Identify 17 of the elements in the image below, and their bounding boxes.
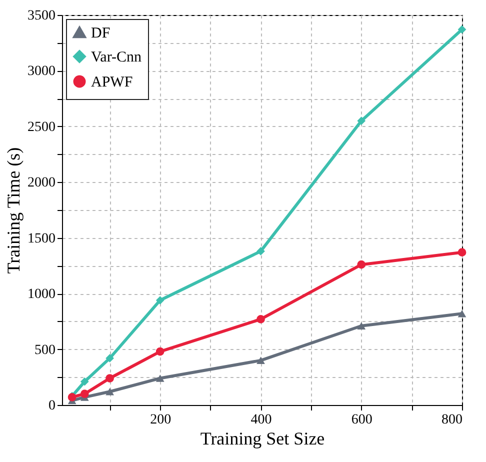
legend-label: APWF xyxy=(91,74,133,90)
legend-label: Var-Cnn xyxy=(91,50,142,66)
y-tick-label: 2000 xyxy=(28,176,56,191)
y-tick-label: 1000 xyxy=(28,287,56,302)
x-tick-label: 600 xyxy=(351,412,372,428)
y-axis-title: Training Time (s) xyxy=(4,147,24,274)
y-tick-label: 2500 xyxy=(28,120,56,135)
x-tick-label: 200 xyxy=(150,412,172,428)
y-tick-label: 0 xyxy=(48,398,56,414)
y-tick-label: 1500 xyxy=(28,231,56,246)
x-tick-label: 800 xyxy=(442,412,462,428)
y-tick-label: 500 xyxy=(34,342,56,358)
x-tick-label: 400 xyxy=(250,412,272,428)
y-tick-label: 3000 xyxy=(28,64,56,80)
y-tick-label: 3500 xyxy=(28,8,56,24)
legend-label: DF xyxy=(91,26,110,42)
x-axis-title: Training Set Size xyxy=(200,428,325,448)
